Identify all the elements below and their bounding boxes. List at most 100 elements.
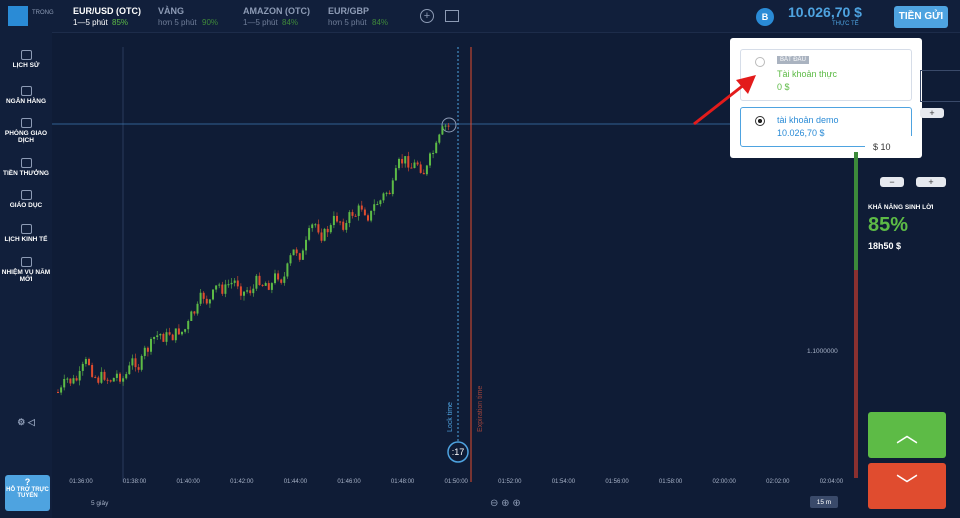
candle (435, 142, 438, 154)
plus[interactable]: + (920, 108, 944, 118)
logo: TRONG (32, 10, 54, 16)
candle (212, 289, 214, 300)
help-button[interactable]: ? HỖ TRỢ TRỰC TUYẾN (5, 475, 50, 511)
candle (388, 192, 391, 195)
candle (373, 204, 376, 211)
candle (57, 392, 59, 393)
candle (103, 371, 106, 380)
zoom[interactable]: 15 m (817, 499, 831, 506)
candle (367, 215, 369, 221)
time-label: 01:44:00 (284, 479, 308, 485)
candle (329, 225, 332, 233)
candle (81, 363, 84, 371)
candle (339, 221, 342, 223)
asset-name: EUR/GBP (328, 6, 370, 16)
candle (78, 370, 81, 381)
candle (196, 303, 199, 314)
candle (100, 371, 103, 383)
sidebar-item[interactable]: PHÒNG GIAO DỊCH (4, 130, 48, 144)
candle (332, 215, 335, 226)
candle-period[interactable]: 5 giây (91, 500, 109, 507)
layout-btn[interactable] (445, 10, 459, 22)
candle (274, 273, 276, 284)
deposit-button[interactable]: TIỀN GỬI (894, 6, 948, 28)
demo-account-option[interactable]: tài khoản demo 10.026,70 $ (740, 107, 912, 147)
candle (261, 284, 264, 286)
candle (109, 380, 112, 382)
candle (267, 283, 270, 290)
sidebar-item[interactable]: TIỀN THƯỞNG (3, 170, 49, 177)
profit-label: KHẢ NĂNG SINH LỜI (868, 204, 934, 211)
candle (146, 347, 149, 352)
candle (376, 204, 379, 206)
amount: $ 10 (873, 142, 891, 152)
logo-icon (8, 6, 28, 26)
candle (407, 156, 410, 168)
candle (122, 378, 125, 382)
candle (91, 364, 94, 377)
account-type[interactable]: THỰC TẾ (832, 21, 859, 27)
time-label: 01:52:00 (498, 479, 522, 485)
candle (131, 358, 134, 366)
trade-panel: + $ 10 − + KHẢ NĂNG SINH LỜI 85% 18h50 $… (854, 32, 960, 518)
candle (432, 153, 435, 155)
sidebar-item[interactable]: LỊCH SỬ (12, 62, 40, 69)
plus[interactable]: + (916, 177, 946, 187)
time-label: 01:42:00 (230, 479, 254, 485)
candle (301, 250, 304, 260)
candle (202, 292, 205, 299)
zoom-controls[interactable]: ⊖ ⊕ ⊕ (490, 498, 521, 509)
candle (422, 172, 425, 175)
demo-account: tài khoản demo (777, 115, 839, 125)
candle (174, 328, 177, 341)
asset-duration: hơn 5 phút (158, 18, 197, 27)
time-label: 01:38:00 (123, 479, 147, 485)
candle (221, 284, 224, 294)
sidebar-icon (21, 224, 32, 234)
asset-tab[interactable] (323, 0, 403, 32)
candle (317, 224, 320, 233)
sidebar-item[interactable]: NHIỆM VỤ NĂM MỚI (1, 269, 51, 283)
sidebar-item[interactable]: LỊCH KINH TẾ (4, 236, 48, 243)
sidebar-icon (21, 158, 32, 168)
asset-payout: 85% (112, 18, 129, 27)
time-label: 02:04:00 (820, 479, 844, 485)
candle (137, 367, 140, 370)
candle (295, 249, 298, 254)
candle (283, 276, 286, 283)
sidebar-item[interactable]: GIÁO DỤC (9, 202, 43, 209)
sidebar: ⚙ ◁ ? HỖ TRỢ TRỰC TUYẾN LỊCH SỬ NGÂN HÀNG… (0, 32, 52, 518)
candle (239, 286, 242, 296)
candle (258, 275, 261, 285)
sidebar-icon (21, 118, 32, 128)
demo-balance: 10.026,70 $ (777, 128, 825, 138)
time-label: 01:40:00 (177, 479, 201, 485)
balance[interactable]: 10.026,70 $ (788, 4, 862, 20)
add-asset[interactable]: + (420, 9, 434, 23)
minus[interactable]: − (880, 177, 904, 187)
candle (336, 215, 338, 222)
asset-tab[interactable] (153, 0, 233, 32)
candle (236, 280, 239, 287)
candle (115, 373, 118, 378)
candle (345, 223, 348, 230)
avatar[interactable]: B (756, 8, 774, 26)
time-label: 02:00:00 (713, 479, 737, 485)
candle (444, 125, 447, 127)
settings-icon[interactable]: ⚙ ◁ (17, 417, 35, 427)
call-button[interactable]: ︿ (868, 412, 946, 458)
candle (416, 162, 419, 165)
candle (277, 273, 280, 280)
price-label: 1.1000000 (807, 348, 838, 355)
asset-tab[interactable] (68, 0, 148, 32)
candle (320, 232, 323, 241)
help-icon: ? (24, 477, 31, 487)
candle (230, 282, 233, 285)
real-account-option[interactable]: BẮT ĐẦU Tài khoản thực 0 $ (740, 49, 912, 101)
sidebar-item[interactable]: NGÂN HÀNG (5, 98, 47, 105)
amount-input[interactable]: $ 10 (865, 136, 920, 158)
asset-tab[interactable] (238, 0, 318, 32)
candle (205, 298, 208, 304)
asset-name: VÀNG (158, 6, 185, 16)
put-button[interactable]: ﹀ (868, 463, 946, 509)
